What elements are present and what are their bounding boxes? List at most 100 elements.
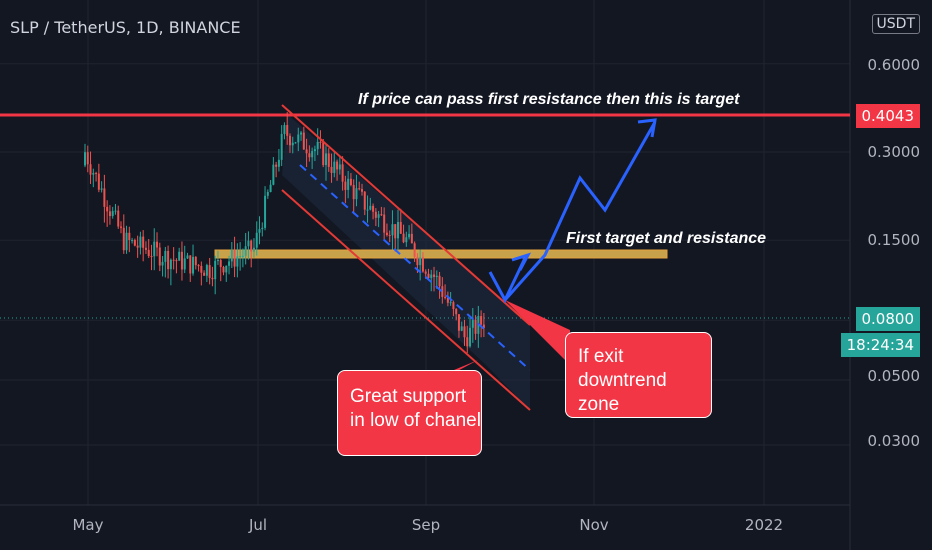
candle-body [228,261,231,266]
candle-body [297,134,300,143]
support-callout-line2: in low of chanel [350,410,481,431]
candle-body [252,247,255,252]
candle-body [305,149,308,154]
candle-body [394,224,397,239]
candle-body [277,159,280,167]
candle-body [385,232,388,236]
candle-body [441,286,444,297]
support-callout-line1: Great support [350,386,467,407]
candle-body [433,274,436,277]
candle-body [178,251,181,261]
candle-body [372,205,375,212]
candle-body [133,239,136,246]
resistance-price-badge: 0.4043 [855,104,920,128]
candle-body [435,275,438,277]
candle-body [239,256,242,258]
candle-body [355,188,358,200]
candle-body [122,227,125,251]
price-tick-0.05: 0.0500 [867,367,921,385]
candle-body [402,233,405,243]
candle-body [192,256,195,274]
candle-body [114,210,117,212]
candle-body [358,188,361,190]
candle-body [142,236,145,248]
candle-body [131,239,134,241]
candle-body [128,232,131,241]
support-callout: Great support in low of chanel [337,370,482,456]
candle-body [319,141,322,143]
candle-body [300,132,303,135]
candle-body [222,266,225,273]
candle-body [205,265,208,276]
candle-body [106,206,109,212]
downtrend-channel-fill [282,115,530,410]
projection-arrowhead [637,118,657,138]
candle-body [158,247,161,266]
candle-body [211,277,214,280]
candle-body [410,233,413,244]
candle-body [95,172,98,174]
candle-body [313,149,316,152]
candle-body [430,274,433,279]
candle-body [469,327,472,347]
candle-body [377,214,380,218]
candle-body [421,257,424,272]
candle-body [244,246,247,256]
exit-callout-line1: If exit [578,346,624,367]
candle-body [247,240,250,247]
candle-body [344,181,347,190]
time-tick-nov: Nov [579,516,609,534]
candle-body [153,241,156,257]
candle-body [455,309,458,315]
target-annotation: If price can pass first resistance then … [358,91,740,108]
candle-body [397,222,400,239]
candle-body [86,152,89,165]
exit-callout-pointer [505,300,570,365]
candle-body [466,337,469,347]
candle-body [419,257,422,266]
candle-body [324,153,327,166]
candle-body [111,211,114,217]
candle-body [156,241,159,248]
candle-body [216,260,219,262]
candle-body [338,164,341,170]
price-tick-0.15: 0.1500 [867,231,921,249]
candle-body [438,275,441,287]
candle-body [352,184,355,200]
time-tick-sep: Sep [411,516,441,534]
candle-body [327,153,330,167]
candle-body [480,316,483,325]
candle-body [136,245,139,248]
candle-body [180,251,183,270]
candle-body [203,272,206,276]
candle-body [427,273,430,279]
currency-unit-badge[interactable]: USDT [871,14,920,34]
candle-body [103,188,106,207]
exit-callout-line2: downtrend zone [578,370,667,415]
projection-arrow [503,121,657,301]
candle-body [408,233,411,238]
candle-body [125,232,128,251]
candle-body [333,161,336,173]
candle-body [258,229,261,233]
countdown-badge: 18:24:34 [840,333,920,357]
candle-body [147,249,150,257]
time-tick-may: May [72,516,104,534]
candle-body [482,324,485,328]
candle-body [161,261,164,266]
candle-body [424,271,427,274]
candle-body [388,235,391,237]
candle-body [117,210,120,227]
candle-body [399,222,402,234]
candle-body [341,164,344,182]
candle-body [363,191,366,210]
candle-body [208,265,211,278]
candle-body [266,191,269,196]
candle-body [189,255,192,274]
channel-mid-line [299,164,531,371]
candle-body [460,326,463,331]
candle-body [380,214,383,216]
candle-body [383,214,386,233]
candle-body [250,240,253,252]
